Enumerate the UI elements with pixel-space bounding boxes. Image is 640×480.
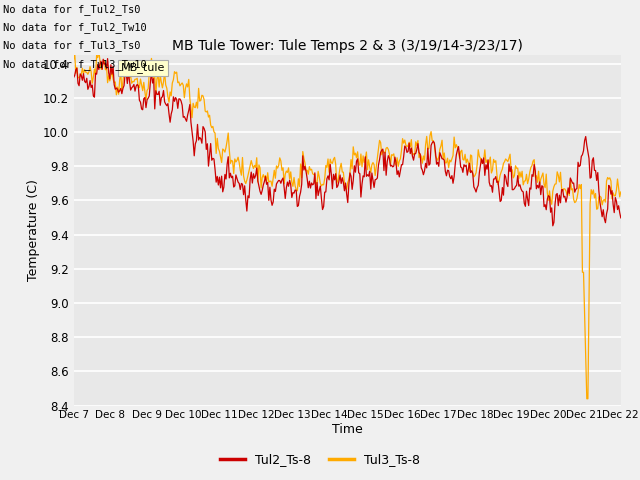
X-axis label: Time: Time bbox=[332, 423, 363, 436]
Text: No data for f_Tul3_Ts0: No data for f_Tul3_Ts0 bbox=[3, 40, 141, 51]
Legend: Tul2_Ts-8, Tul3_Ts-8: Tul2_Ts-8, Tul3_Ts-8 bbox=[214, 448, 426, 471]
Text: No data for f_Tul3_Tw10: No data for f_Tul3_Tw10 bbox=[3, 59, 147, 70]
Text: No data for f_Tul2_Ts0: No data for f_Tul2_Ts0 bbox=[3, 4, 141, 15]
Text: MB_tule: MB_tule bbox=[121, 62, 165, 73]
Y-axis label: Temperature (C): Temperature (C) bbox=[27, 180, 40, 281]
Title: MB Tule Tower: Tule Temps 2 & 3 (3/19/14-3/23/17): MB Tule Tower: Tule Temps 2 & 3 (3/19/14… bbox=[172, 39, 523, 53]
Text: No data for f_Tul2_Tw10: No data for f_Tul2_Tw10 bbox=[3, 22, 147, 33]
